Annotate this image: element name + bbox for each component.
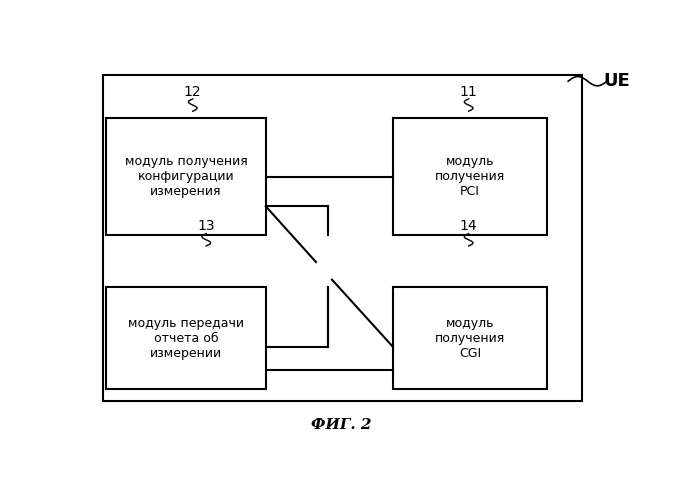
Bar: [393, 118, 547, 235]
Text: модуль
получения
CGI: модуль получения CGI: [435, 316, 505, 360]
Text: 12: 12: [184, 84, 202, 98]
Text: 14: 14: [460, 219, 477, 233]
Bar: [106, 118, 266, 235]
Text: модуль передачи
отчета об
измерении: модуль передачи отчета об измерении: [128, 316, 244, 360]
Text: UE: UE: [604, 72, 630, 90]
Text: ФИГ. 2: ФИГ. 2: [311, 418, 372, 432]
Text: модуль получения
конфигурации
измерения: модуль получения конфигурации измерения: [125, 155, 247, 198]
Text: 13: 13: [198, 219, 215, 233]
Text: 11: 11: [460, 84, 477, 98]
Bar: [393, 287, 547, 389]
Bar: [103, 76, 582, 400]
Bar: [106, 287, 266, 389]
Text: модуль
получения
PCI: модуль получения PCI: [435, 155, 505, 198]
